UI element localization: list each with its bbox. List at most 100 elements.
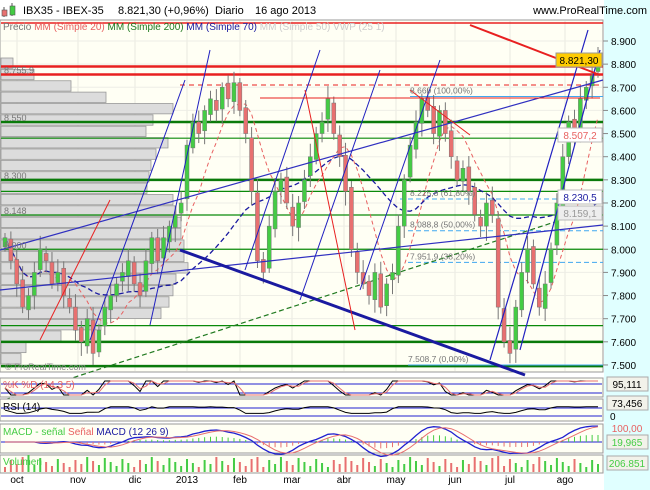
- volume-bar: [303, 462, 306, 472]
- volume-bar: [332, 460, 335, 472]
- rsi-value: 73,456: [612, 399, 643, 410]
- volume-profile-bar: [0, 296, 170, 308]
- legend-price: Precio: [3, 22, 32, 33]
- volume-bar: [156, 461, 159, 472]
- candle-body: [472, 186, 477, 215]
- candle-body: [225, 82, 231, 100]
- volume-bar: [373, 466, 376, 472]
- candle-body: [460, 168, 466, 182]
- volume-bar: [532, 464, 535, 472]
- volume-profile-bar: [0, 114, 154, 126]
- candle-body: [184, 144, 190, 200]
- volume-profile-bar: [0, 159, 152, 172]
- legend-sma200: MM (Simple 200): [108, 22, 184, 33]
- volume-bar: [221, 461, 224, 472]
- y-tick-label: 8.500: [611, 130, 636, 141]
- volume-bar: [338, 464, 341, 472]
- volume-bar: [250, 459, 253, 472]
- volume-bar: [579, 463, 582, 472]
- volume-label: Volumen: [3, 457, 42, 468]
- volume-bar: [186, 459, 189, 472]
- x-tick-label: jul: [504, 475, 515, 486]
- x-tick-label: 2013: [176, 475, 199, 486]
- volume-bar: [326, 467, 329, 472]
- volume-bar: [438, 466, 441, 472]
- volume-profile-bar: [0, 330, 62, 342]
- volume-bar: [109, 462, 112, 472]
- volume-bar: [538, 457, 541, 472]
- left-level-labels: 8.755,9 8.550 8.300 8.148 8.000: [4, 65, 34, 250]
- y-tick-label: 7.700: [611, 315, 636, 326]
- volume-bar: [232, 458, 235, 472]
- volume-bar: [256, 457, 259, 472]
- candle-body: [401, 179, 407, 227]
- volume-bar: [297, 458, 300, 472]
- candle-body: [302, 179, 307, 202]
- trendline: [489, 29, 589, 361]
- legend-row: Precio MM (Simple 20) MM (Simple 200) MM…: [3, 22, 385, 33]
- volume-bar: [274, 464, 277, 472]
- level-label: 8.148: [4, 206, 27, 216]
- symbol-title: IBX35 - IBEX-35: [23, 5, 104, 17]
- candle-body: [114, 283, 119, 296]
- trendline: [89, 79, 186, 341]
- candle-body: [73, 306, 78, 331]
- candle-body: [243, 107, 248, 134]
- candle-body: [137, 282, 143, 296]
- trendline: [0, 224, 604, 291]
- site-link[interactable]: www.ProRealTime.com: [532, 5, 647, 17]
- volume-bar: [491, 458, 494, 472]
- volume-panel[interactable]: [0, 454, 604, 474]
- volume-bar: [379, 459, 382, 472]
- candle-body: [266, 225, 272, 269]
- time-axis[interactable]: oct nov dic 2013 feb mar abr may jun jul ago: [10, 475, 573, 486]
- indicator-lines: [1, 380, 602, 472]
- candle-body: [372, 272, 378, 300]
- volume-bar: [197, 467, 200, 472]
- candle-body: [495, 218, 501, 308]
- volume-bar: [285, 461, 288, 472]
- y-tick-label: 7.600: [611, 338, 636, 349]
- last-price-box: [555, 52, 603, 68]
- volume-bar: [180, 466, 183, 472]
- candle-body: [219, 87, 225, 110]
- stochastic-panel[interactable]: [0, 377, 604, 398]
- y-tick-label: 8.600: [611, 106, 636, 117]
- candle-body: [149, 237, 155, 264]
- candle-body: [537, 287, 542, 308]
- price-axis[interactable]: 8.900 8.800 8.700 8.600 8.500 8.400 8.300 8.200…: [603, 37, 636, 372]
- candle-body: [308, 156, 313, 176]
- x-tick-label: feb: [233, 475, 247, 486]
- volume-value-box: [606, 455, 649, 471]
- fibonacci-label: 7.508,7 (0,00%): [408, 354, 469, 364]
- volume-bar: [432, 462, 435, 472]
- candle-body: [214, 99, 219, 111]
- volume-profile-bar: [0, 250, 185, 263]
- volume-bar: [368, 462, 371, 472]
- volume-bar: [461, 460, 464, 472]
- rsi-zero: 0: [610, 412, 616, 423]
- volume-bar: [21, 457, 24, 472]
- candle-body: [155, 237, 160, 262]
- candle-body: [454, 160, 460, 181]
- candle-body: [431, 106, 436, 134]
- volume-bar: [391, 467, 394, 472]
- volume-bar: [27, 455, 30, 472]
- volume-bar: [597, 464, 599, 472]
- candle-body: [32, 272, 37, 296]
- candle-body: [237, 82, 243, 111]
- rsi-value-box: [606, 395, 649, 411]
- candle-body: [249, 137, 254, 192]
- candle-body: [290, 206, 295, 227]
- period: Diario: [215, 5, 244, 17]
- volume-bar: [544, 461, 547, 472]
- fibonacci-labels: 8.669 (100,00%) 8.225,8 (61,80%) 8.088,8 (…: [408, 85, 475, 363]
- volume-bar: [573, 459, 576, 472]
- volume-bar: [191, 463, 194, 472]
- candle-body: [448, 130, 454, 157]
- rsi-panel[interactable]: [0, 398, 604, 422]
- macd-label: MACD - señal Señal MACD (12 26 9): [3, 427, 169, 438]
- volume-profile-bar: [0, 262, 189, 274]
